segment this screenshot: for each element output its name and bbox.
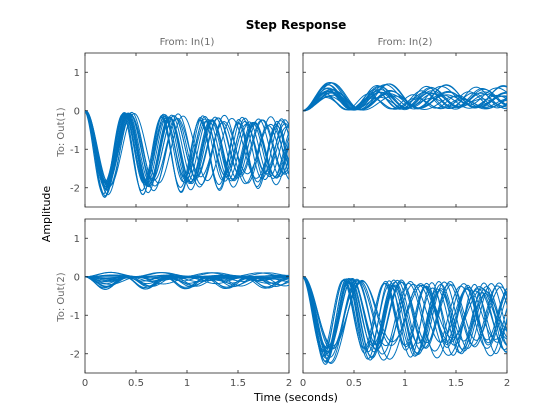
x-tick-label: 0	[82, 378, 88, 389]
response-trace	[85, 110, 289, 196]
response-trace	[85, 110, 289, 198]
response-trace	[303, 276, 507, 350]
x-tick-label: 0.5	[346, 378, 362, 389]
x-tick-label: 1.5	[230, 378, 246, 389]
x-tick-label: 1	[402, 378, 408, 389]
response-trace	[303, 90, 507, 112]
x-tick-label: 1	[184, 378, 190, 389]
y-tick-label: 0	[74, 272, 80, 283]
column-label-in2: From: In(2)	[378, 37, 433, 48]
x-tick-label: 2	[504, 378, 510, 389]
y-tick-label: -1	[70, 311, 80, 322]
x-tick-label: 0	[300, 378, 306, 389]
response-trace	[303, 276, 507, 358]
trace-group	[303, 276, 507, 365]
trace-group	[303, 82, 507, 112]
response-trace	[303, 276, 507, 363]
row-label-out1: To: Out(1)	[56, 107, 67, 157]
y-tick-label: 0	[74, 106, 80, 117]
y-tick-label: -2	[70, 183, 80, 194]
response-trace	[85, 271, 289, 278]
response-trace	[303, 276, 507, 364]
subplot-r1-c2	[302, 52, 508, 208]
response-trace	[85, 276, 289, 281]
response-trace	[85, 276, 289, 288]
response-trace	[303, 82, 507, 112]
response-trace	[303, 276, 507, 359]
subplot-r2-c1: 0 0.5 1 1.5 2 1 0 -1 -2	[70, 218, 292, 389]
plot-frame	[84, 218, 290, 374]
column-label-in1: From: In(1)	[160, 37, 215, 48]
response-trace	[85, 110, 289, 190]
y-tick-label: 1	[74, 234, 80, 245]
trace-group	[85, 271, 289, 290]
x-tick-label: 0.5	[128, 378, 144, 389]
plot-frame	[302, 52, 508, 208]
response-trace	[85, 110, 289, 195]
trace-group	[85, 110, 289, 198]
chart-title: Step Response	[246, 18, 346, 32]
subplot-r2-c2: 0 0.5 1 1.5 2	[300, 218, 510, 389]
y-tick-label: 1	[74, 68, 80, 79]
response-trace	[303, 276, 507, 352]
x-axis-label: Time (seconds)	[253, 391, 338, 404]
x-tick-label: 1.5	[448, 378, 464, 389]
row-label-out2: To: Out(2)	[56, 272, 67, 322]
x-tick-label: 2	[286, 378, 292, 389]
response-trace	[85, 110, 289, 187]
y-tick-label: -2	[70, 349, 80, 360]
y-axis-label: Amplitude	[40, 186, 53, 243]
y-tick-label: -1	[70, 145, 80, 156]
subplot-grid: 1 0 -1 -2 0 0.5 1 1.5 2 1 0 -1 -2 0 0.5 1 1.5 2	[70, 52, 510, 389]
subplot-r1-c1: 1 0 -1 -2	[70, 52, 290, 208]
